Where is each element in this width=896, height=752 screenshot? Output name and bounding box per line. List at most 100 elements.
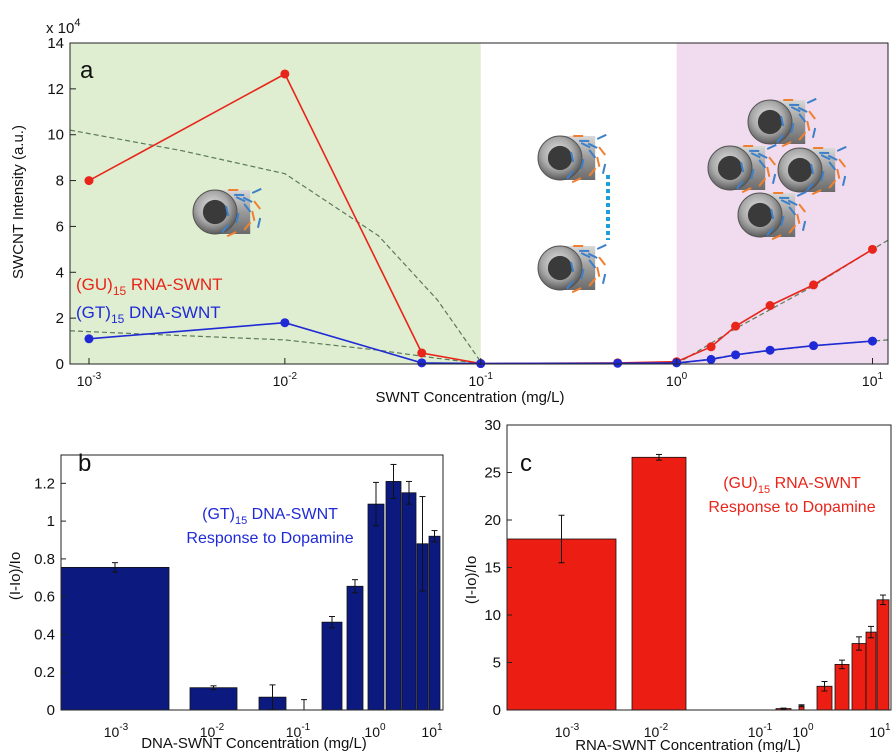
y-ticks: 0 0.2 0.4 0.6 0.8 1 1.2 <box>34 475 66 719</box>
strand <box>580 252 591 259</box>
strand <box>788 224 797 234</box>
y-tick-label: 0.4 <box>34 626 55 643</box>
y-tick-label: 0.8 <box>34 551 55 568</box>
strand <box>836 145 847 152</box>
strand <box>256 217 262 228</box>
strand <box>838 158 846 168</box>
bundle-tube-1-icon <box>707 143 777 194</box>
strand <box>806 182 814 192</box>
bar <box>834 664 850 711</box>
strand <box>776 134 784 144</box>
strand <box>766 143 777 150</box>
y-tick-label: 0.2 <box>34 664 55 681</box>
data-point <box>84 334 94 344</box>
data-point <box>706 342 716 352</box>
data-point <box>613 358 623 368</box>
y-tick-label: 1 <box>47 513 55 530</box>
x-tick-label: 101 <box>862 371 884 389</box>
single-nanotube-icon <box>192 187 262 238</box>
bars <box>506 456 890 711</box>
data-point <box>84 176 94 186</box>
bar <box>385 481 402 711</box>
data-point <box>280 318 290 328</box>
strand <box>757 152 768 159</box>
strand <box>780 116 785 127</box>
plot-frame <box>60 454 444 711</box>
bar <box>506 538 617 711</box>
data-point <box>765 345 775 355</box>
strand <box>806 97 817 104</box>
bundle-tube-2-icon <box>777 145 847 196</box>
error-bars <box>558 453 886 710</box>
strand <box>251 210 256 221</box>
y-tick-label: 10 <box>47 127 64 144</box>
strand <box>235 196 246 203</box>
fit-curve-0 <box>69 129 482 363</box>
strand <box>601 273 607 284</box>
y-tick-label: 0.6 <box>34 589 55 606</box>
strand <box>828 161 837 171</box>
y-tick-label: 10 <box>484 607 501 624</box>
strand <box>580 269 585 280</box>
data-point <box>706 354 716 364</box>
strand <box>580 159 585 170</box>
y-tick-label: 5 <box>493 655 501 672</box>
strand <box>750 152 761 159</box>
strand <box>596 156 601 167</box>
bundle-tube-3-icon <box>737 190 807 241</box>
y-tick-label: 14 <box>47 35 64 52</box>
x-tick-label: 100 <box>666 371 688 389</box>
x-tick-label: 100 <box>792 722 814 740</box>
strand <box>811 189 822 196</box>
strand <box>226 231 237 238</box>
strand <box>596 133 607 140</box>
panel-label-b: b <box>78 450 91 477</box>
strand <box>243 221 252 231</box>
strand <box>740 162 745 173</box>
x-tick-label: 10-1 <box>286 722 311 740</box>
y-tick-label: 2 <box>56 310 64 327</box>
bar <box>346 585 364 711</box>
y-tick-label: 20 <box>484 512 501 529</box>
chart-title-line2: Response to Dopamine <box>186 530 353 547</box>
bar <box>428 535 441 711</box>
y-tick-label: 1.2 <box>34 475 55 492</box>
data-point <box>867 244 877 254</box>
y-tick-label: 0 <box>493 702 501 719</box>
x-axis-label: DNA-SWNT Concentration (mg/L) <box>141 735 367 752</box>
panel-label-a: a <box>80 57 94 84</box>
bar <box>321 621 343 711</box>
strand <box>798 131 807 141</box>
fit-curve-1 <box>69 330 481 365</box>
strand <box>571 177 582 184</box>
data-point <box>765 301 775 311</box>
y-axis-label: (I-Io)/Io <box>463 556 480 604</box>
x-tick-label: 10-3 <box>77 371 102 389</box>
panel-a: 0 2 4 6 8 10 12 14 10-3 10-2 10-1 100 101 x 104 a S… <box>10 17 889 406</box>
x-tick-label: 10-3 <box>555 722 580 740</box>
x-tick-label: 101 <box>869 722 891 740</box>
tube-hole <box>757 109 783 135</box>
data-point <box>417 348 427 358</box>
strand <box>571 287 582 294</box>
strand <box>253 200 261 210</box>
strand <box>243 203 252 213</box>
panel-c: 0 5 10 15 20 25 30 10-3 10-2 10-1 100 101 c (GU)15… <box>463 417 892 752</box>
strand <box>758 159 767 169</box>
x-ticks: 10-3 10-2 10-1 100 101 <box>77 358 884 389</box>
strand <box>780 216 785 227</box>
bar <box>60 566 170 711</box>
x-tick-label: 10-2 <box>200 722 225 740</box>
bar <box>876 599 890 711</box>
strand <box>771 173 777 184</box>
strand <box>566 170 574 180</box>
strand <box>768 156 776 166</box>
strand <box>601 163 607 174</box>
strand <box>750 169 755 180</box>
strand <box>798 113 807 123</box>
y-ticks: 0 5 10 15 20 25 30 <box>484 417 512 719</box>
strand <box>796 190 807 197</box>
y-tick-label: 25 <box>484 465 501 482</box>
strand <box>566 280 574 290</box>
nanotube-illustrations <box>192 97 847 294</box>
